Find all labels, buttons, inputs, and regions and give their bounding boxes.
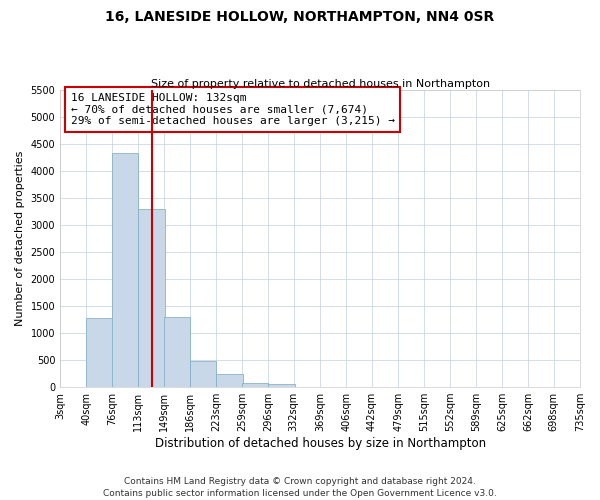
Bar [217, 374, 242, 387]
Text: 16 LANESIDE HOLLOW: 132sqm
← 70% of detached houses are smaller (7,674)
29% of s: 16 LANESIDE HOLLOW: 132sqm ← 70% of deta… [71, 93, 395, 126]
Bar [138, 208, 164, 387]
Text: 16, LANESIDE HOLLOW, NORTHAMPTON, NN4 0SR: 16, LANESIDE HOLLOW, NORTHAMPTON, NN4 0S… [106, 10, 494, 24]
Bar [86, 318, 113, 387]
X-axis label: Distribution of detached houses by size in Northampton: Distribution of detached houses by size … [155, 437, 485, 450]
Bar [242, 383, 268, 387]
Bar [164, 318, 190, 387]
Bar [112, 153, 138, 387]
Bar [268, 384, 295, 387]
Title: Size of property relative to detached houses in Northampton: Size of property relative to detached ho… [151, 79, 490, 89]
Text: Contains HM Land Registry data © Crown copyright and database right 2024.
Contai: Contains HM Land Registry data © Crown c… [103, 476, 497, 498]
Bar [190, 361, 217, 387]
Y-axis label: Number of detached properties: Number of detached properties [15, 150, 25, 326]
